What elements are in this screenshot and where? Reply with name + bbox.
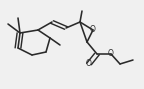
Text: O: O [90,26,96,35]
Text: O: O [86,60,92,69]
Text: O: O [108,49,114,58]
